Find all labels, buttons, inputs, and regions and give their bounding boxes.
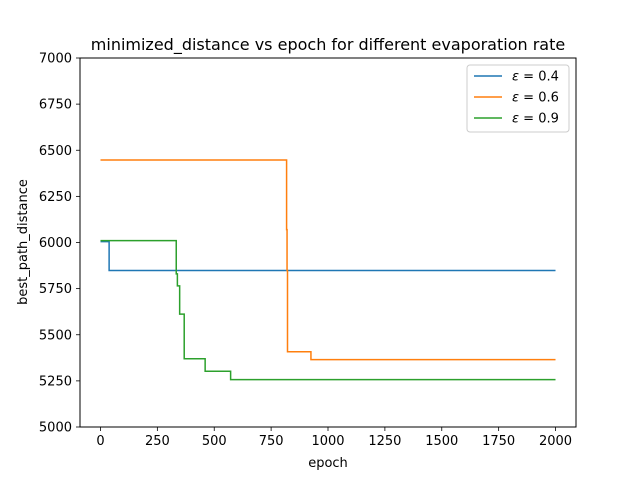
x-axis-label: epoch	[308, 456, 348, 471]
x-tick-label: 2000	[539, 434, 572, 449]
legend-value: = 0.4	[519, 70, 559, 85]
y-axis: 5000 5250 5500 5750 6000 6250 6500 6750 7000	[39, 52, 80, 436]
x-tick-label: 1500	[425, 434, 458, 449]
y-axis-label: best_path_distance	[16, 179, 31, 305]
x-axis: 0 250 500 750 1000 1250 1500 1750 2000	[96, 427, 572, 449]
legend: ε = 0.4ε = 0.6ε = 0.9	[466, 64, 570, 133]
x-tick-label: 750	[259, 434, 284, 449]
chart-title: minimized_distance vs epoch for differen…	[91, 35, 565, 55]
series-line-0	[100, 240, 556, 272]
x-tick-label: 0	[96, 434, 104, 449]
legend-label-0: ε = 0.4	[512, 70, 559, 85]
legend-label-1: ε = 0.6	[512, 91, 559, 106]
x-tick-label: 1750	[482, 434, 515, 449]
y-tick-label: 6750	[39, 98, 72, 113]
y-tick-label: 6500	[39, 144, 72, 159]
legend-value: = 0.6	[519, 91, 559, 106]
y-tick-label: 5500	[39, 328, 72, 343]
y-tick-label: 5250	[39, 374, 72, 389]
y-tick-label: 7000	[39, 52, 72, 67]
x-tick-label: 250	[145, 434, 170, 449]
legend-box	[466, 64, 570, 133]
y-tick-label: 6000	[39, 236, 72, 251]
series-line-1	[100, 159, 556, 361]
y-tick-label: 6250	[39, 190, 72, 205]
y-tick-label: 5750	[39, 282, 72, 297]
legend-symbol: ε	[512, 70, 519, 85]
series-line-2	[100, 239, 556, 381]
x-tick-label: 500	[202, 434, 227, 449]
y-tick-label: 5000	[39, 421, 72, 436]
legend-value: = 0.9	[519, 112, 559, 127]
x-tick-label: 1000	[311, 434, 344, 449]
legend-label-2: ε = 0.9	[512, 112, 559, 127]
series-layer	[100, 159, 556, 381]
legend-symbol: ε	[512, 91, 519, 106]
legend-symbol: ε	[512, 112, 519, 127]
x-tick-label: 1250	[368, 434, 401, 449]
